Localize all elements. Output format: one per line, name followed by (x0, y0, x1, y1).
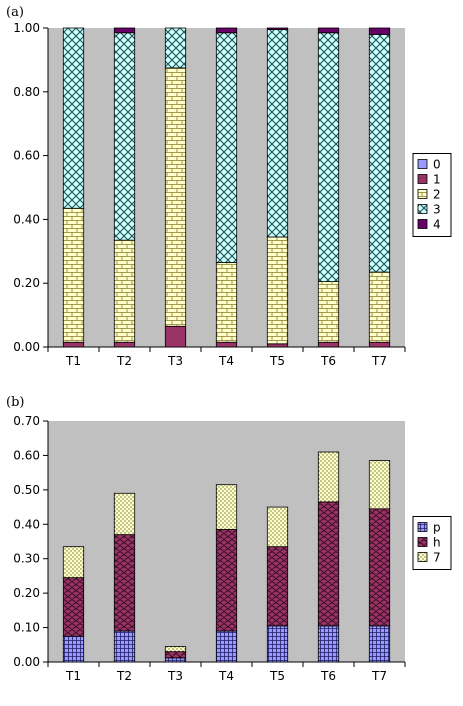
bar-segment (215, 32, 238, 263)
x-tick-label: T1 (65, 354, 81, 368)
bar-segment (368, 271, 391, 343)
legend-label: 1 (433, 173, 441, 187)
bar-segment (164, 325, 187, 348)
x-tick-label: T3 (167, 354, 183, 368)
y-tick-label: 0.00 (13, 340, 40, 354)
x-tick-label: T5 (269, 669, 285, 683)
bar-segment (62, 635, 85, 663)
legend-swatch (417, 159, 428, 169)
legend-label: p (433, 521, 441, 535)
x-tick-label: T6 (320, 669, 336, 683)
x-tick-label: T2 (116, 354, 132, 368)
bar-segment (317, 625, 340, 663)
bar-segment (368, 625, 391, 663)
bar-segment (215, 27, 238, 34)
y-tick-label: 0.20 (13, 586, 40, 600)
x-tick-label: T2 (116, 669, 132, 683)
y-tick-label: 0.30 (13, 552, 40, 566)
bar-segment (62, 546, 85, 579)
bar-segment (164, 67, 187, 327)
bar-segment (266, 236, 289, 345)
y-tick-label: 0.80 (13, 85, 40, 99)
bar-segment (266, 343, 289, 348)
y-tick-label: 0.10 (13, 621, 40, 635)
bar-segment (215, 341, 238, 348)
bar-segment (113, 27, 136, 34)
bar-segment (164, 657, 187, 663)
bar-segment (368, 508, 391, 627)
bar-segment (164, 646, 187, 653)
bar-segment (266, 546, 289, 627)
chart-a: 0.00 0.20 0.40 0.60 0.80 1.00 T1 T2 T3 T4 T5 T6 T7 01… (13, 21, 452, 368)
x-tick-label: T6 (320, 354, 336, 368)
bar-segment (317, 451, 340, 503)
y-tick-label: 0.40 (13, 517, 40, 531)
bar-segment (317, 501, 340, 627)
bar-segment (215, 484, 238, 530)
y-tick-label: 0.50 (13, 483, 40, 497)
bar-segment (368, 341, 391, 348)
x-tick-label: T7 (371, 669, 387, 683)
bar-segment (62, 341, 85, 348)
bar-segment (266, 506, 289, 548)
bar-segment (317, 32, 340, 283)
bar-segment (215, 262, 238, 343)
legend-label: 2 (433, 188, 441, 202)
legend-swatch (417, 219, 428, 229)
bar-segment (62, 27, 85, 209)
x-tick-label: T1 (65, 669, 81, 683)
y-tick-label: 0.40 (13, 212, 40, 226)
bar-segment (317, 341, 340, 348)
x-tick-label: T4 (218, 354, 234, 368)
legend-label: 0 (433, 158, 441, 172)
legend-swatch (417, 189, 428, 199)
bar-segment (113, 630, 136, 663)
legend-label: h (433, 536, 441, 550)
bar-segment (62, 577, 85, 637)
bar-segment (368, 33, 391, 273)
y-tick-label: 0.00 (13, 655, 40, 669)
x-tick-label: T4 (218, 669, 234, 683)
y-tick-label: 0.20 (13, 276, 40, 290)
y-tick-label: 1.00 (13, 21, 40, 35)
x-tick-label: T5 (269, 354, 285, 368)
bar-segment (113, 341, 136, 348)
bar-segment (215, 529, 238, 632)
bar-segment (62, 207, 85, 343)
legend-swatch (417, 204, 428, 214)
bar-segment (266, 29, 289, 238)
x-tick-label: T3 (167, 669, 183, 683)
bar-segment (113, 492, 136, 536)
bar-segment (368, 460, 391, 510)
bar-segment (113, 534, 136, 632)
y-tick-label: 0.60 (13, 149, 40, 163)
legend-swatch (417, 537, 428, 547)
panel-label-a: (a) (6, 5, 24, 20)
chart-b: 0.00 0.10 0.20 0.30 0.40 0.50 0.60 0.70 T1 T2 T3 T4… (13, 414, 452, 683)
y-tick-label: 0.60 (13, 448, 40, 462)
x-tick-label: T7 (371, 354, 387, 368)
legend-label: 7 (433, 551, 441, 565)
bar-segment (113, 32, 136, 241)
bar-segment (317, 281, 340, 343)
bar-segment (317, 27, 340, 34)
bar-segment (368, 27, 391, 35)
bar-segment (266, 27, 289, 30)
panel-label-b: (b) (6, 395, 24, 410)
legend-swatch (417, 522, 428, 532)
bar-segment (164, 27, 187, 69)
legend-swatch (417, 174, 428, 184)
bar-segment (215, 630, 238, 663)
legend-swatch (417, 552, 428, 562)
bar-segment (164, 651, 187, 659)
legend-label: 4 (433, 218, 441, 232)
bar-segment (113, 239, 136, 343)
y-tick-label: 0.70 (13, 414, 40, 428)
bar-segment (266, 625, 289, 663)
legend-label: 3 (433, 203, 441, 217)
